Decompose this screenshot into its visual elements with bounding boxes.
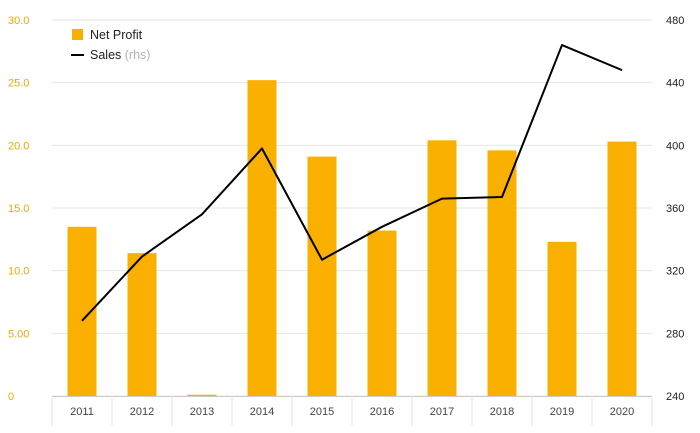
y-left-tick-label: 5.00 [8, 328, 29, 340]
x-tick-label: 2016 [370, 406, 394, 418]
x-tick-label: 2015 [310, 406, 334, 418]
bar-net-profit [367, 230, 397, 396]
bar-net-profit [547, 241, 577, 396]
y-right-tick-label: 360 [666, 203, 684, 215]
legend: Net Profit Sales (rhs) [71, 28, 150, 62]
legend-swatch-net-profit [72, 29, 83, 40]
bar-net-profit [487, 150, 517, 396]
legend-label-sales: Sales (rhs) [90, 48, 150, 62]
x-tick-label: 2020 [610, 406, 634, 418]
y-right-tick-label: 240 [666, 391, 684, 403]
y-left-tick-label: 15.0 [8, 203, 29, 215]
line-sales [81, 44, 623, 322]
x-tick-label: 2017 [430, 406, 454, 418]
y-left-tick-label: 30.0 [8, 15, 29, 27]
bar-net-profit [607, 141, 637, 396]
bar-net-profit [67, 226, 97, 396]
x-tick-label: 2014 [250, 406, 274, 418]
legend-label-net-profit: Net Profit [90, 28, 143, 42]
y-left-tick-label: 10.0 [8, 266, 29, 278]
bar-net-profit [247, 80, 277, 396]
y-left-tick-label: 0 [8, 391, 14, 403]
axes: 0 5.00 10.0 15.0 20.0 25.0 30.0 240 280 320 360 400… [8, 15, 684, 426]
y-left-tick-label: 25.0 [8, 78, 29, 90]
y-right-tick-label: 480 [666, 15, 684, 27]
y-right-tick-label: 320 [666, 266, 684, 278]
x-tick-label: 2019 [550, 406, 574, 418]
bar-net-profit [127, 253, 157, 396]
x-tick-label: 2018 [490, 406, 514, 418]
y-left-tick-label: 20.0 [8, 140, 29, 152]
legend-label-sales-suffix: (rhs) [125, 48, 151, 62]
y-right-tick-label: 400 [666, 140, 684, 152]
y-right-tick-label: 280 [666, 328, 684, 340]
bars-net-profit [67, 80, 637, 396]
y-right-tick-label: 440 [666, 78, 684, 90]
bar-net-profit [307, 156, 337, 396]
bar-net-profit [427, 140, 457, 396]
x-tick-label: 2013 [190, 406, 214, 418]
line-path-sales [81, 44, 623, 322]
x-tick-label: 2011 [70, 406, 94, 418]
x-tick-label: 2012 [130, 406, 154, 418]
bar-net-profit [187, 394, 217, 396]
